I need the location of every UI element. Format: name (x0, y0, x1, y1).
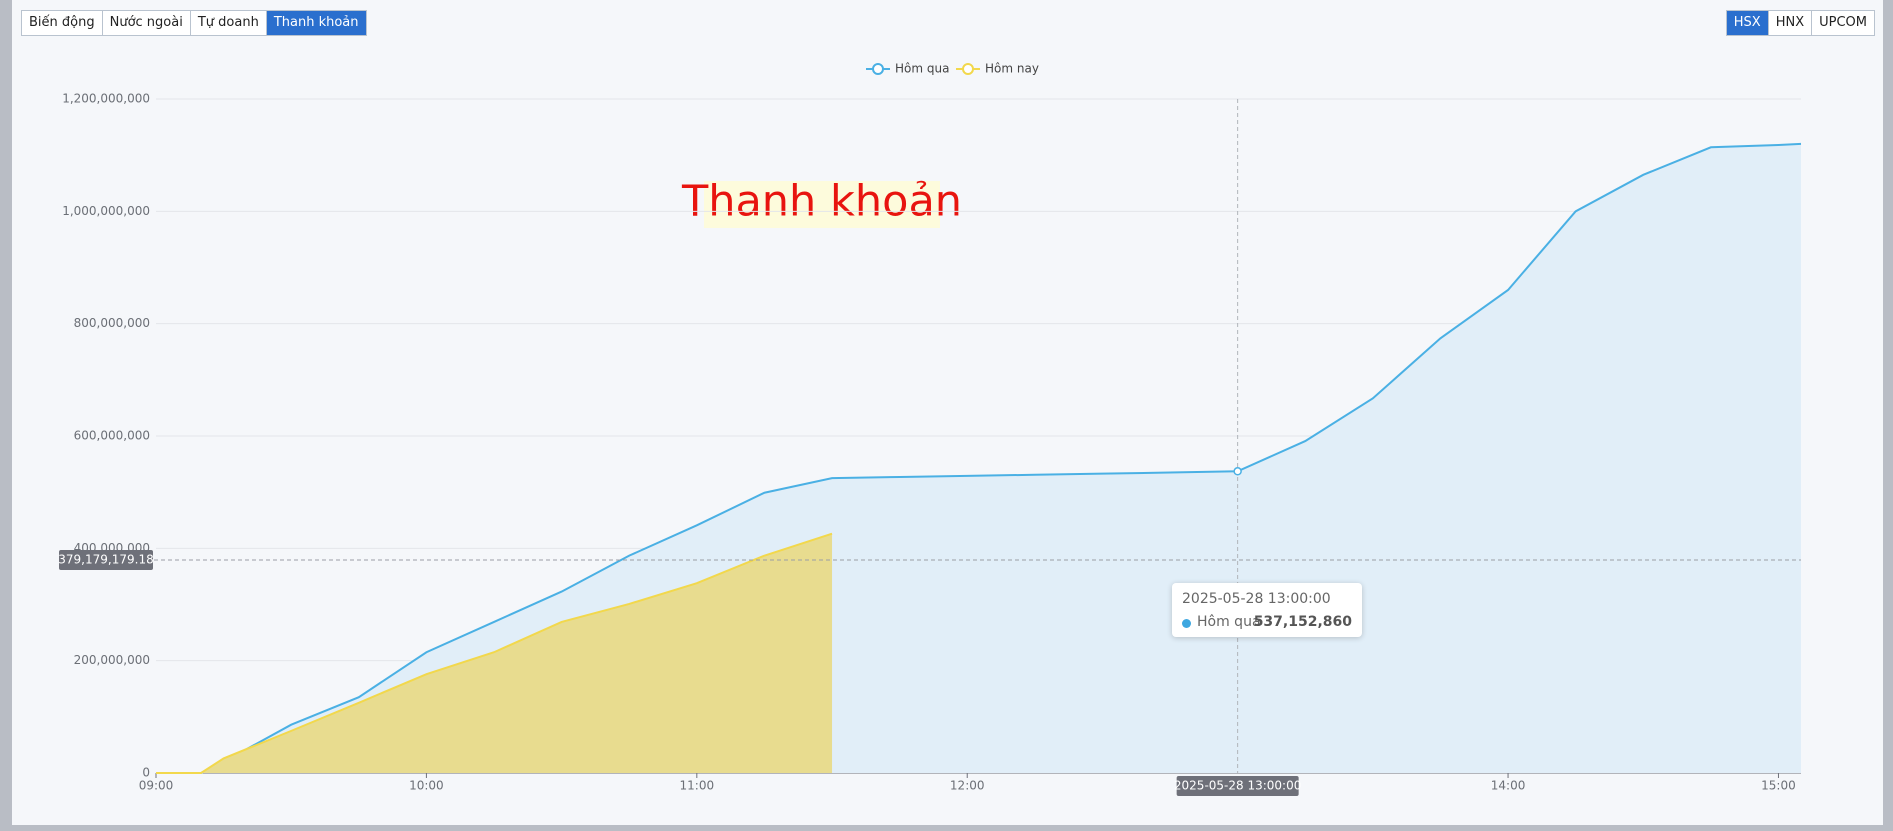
watermark: Thanh khoản (681, 177, 962, 227)
pointer-x-label: 2025-05-28 13:00:00 (1174, 779, 1301, 793)
exchange-button[interactable]: HSX (1726, 11, 1768, 35)
tooltip: 2025-05-28 13:00:00 Hôm qua 537,152,860 (1172, 583, 1362, 637)
pointer-dot (1233, 467, 1242, 476)
pointer-y-label: 379,179,179.18 (58, 553, 153, 567)
legend-label: Hôm nay (985, 62, 1039, 76)
exchange-button[interactable]: HNX (1767, 11, 1811, 35)
y-tick-label: 0 (142, 766, 150, 780)
x-tick-label: 11:00 (680, 779, 715, 793)
tooltip-series: Hôm qua (1197, 614, 1261, 630)
area (156, 143, 1801, 773)
legend-icon (962, 63, 974, 75)
x-tick-label: 10:00 (409, 779, 444, 793)
y-tick-label: 800,000,000 (74, 316, 150, 330)
x-tick-label: 12:00 (950, 779, 985, 793)
y-tick-label: 600,000,000 (74, 429, 150, 443)
tooltip-value: 537,152,860 (1253, 614, 1352, 630)
area (156, 533, 833, 773)
y-tick-label: 1,000,000,000 (62, 204, 150, 218)
y-tick-label: 1,200,000,000 (62, 92, 150, 106)
tooltip-dot (1182, 619, 1191, 628)
tab[interactable]: Nước ngoài (101, 11, 190, 35)
pointer-y-label-bg (59, 550, 153, 571)
tooltip-title: 2025-05-28 13:00:00 (1182, 591, 1331, 607)
tab[interactable]: Tự doanh (189, 11, 266, 35)
exchange-button[interactable]: UPCOM (1811, 11, 1874, 35)
line (156, 142, 1802, 774)
legend-icon (872, 63, 884, 75)
x-tick-label: 09:00 (139, 779, 174, 793)
tab[interactable]: Biến động (29, 15, 95, 30)
line (156, 532, 833, 774)
legend-label: Hôm qua (895, 62, 949, 76)
tab[interactable]: Thanh khoản (265, 11, 366, 35)
y-tick-label: 200,000,000 (74, 653, 150, 667)
exchange-group: HSX HNX UPCOM (1725, 10, 1875, 36)
x-tick-label: 14:00 (1491, 779, 1526, 793)
watermark-bg (704, 181, 940, 228)
x-tick-label: 15:00 (1761, 779, 1796, 793)
tab-group: Biến động Nước ngoài Tự doanh Thanh khoản (21, 10, 367, 36)
pointer-x-label-bg (1176, 776, 1299, 796)
